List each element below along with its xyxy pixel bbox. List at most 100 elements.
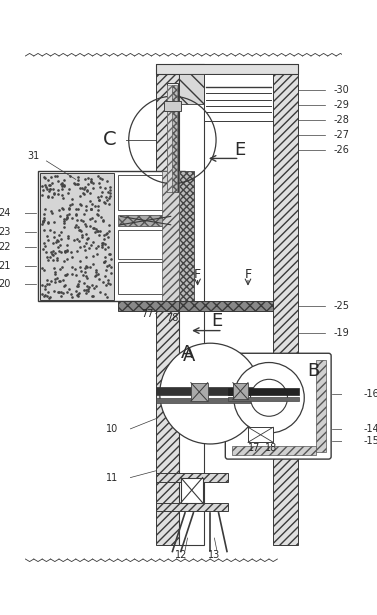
Text: A: A: [181, 344, 194, 362]
Text: 13: 13: [208, 550, 221, 560]
Text: E: E: [211, 312, 222, 330]
Bar: [179, 171, 194, 301]
Text: 24: 24: [0, 208, 10, 218]
Point: [61, 256, 67, 266]
Point: [87, 196, 93, 205]
Text: -29: -29: [334, 100, 349, 109]
Point: [83, 261, 89, 271]
Text: -14: -14: [364, 424, 377, 434]
Point: [96, 274, 102, 284]
Point: [48, 247, 54, 257]
Point: [61, 175, 67, 184]
Point: [49, 178, 55, 188]
Point: [43, 173, 49, 183]
Point: [47, 226, 53, 236]
Point: [82, 267, 88, 277]
Point: [88, 240, 94, 250]
Point: [64, 254, 70, 264]
Point: [72, 180, 78, 189]
Point: [58, 203, 64, 213]
Point: [55, 189, 61, 199]
Bar: [181, 478, 202, 503]
Point: [100, 216, 106, 226]
Point: [104, 177, 110, 186]
Point: [83, 288, 89, 298]
Point: [74, 215, 80, 225]
Point: [62, 246, 68, 256]
Point: [81, 189, 87, 199]
Point: [63, 271, 69, 280]
Point: [95, 269, 101, 279]
Bar: [248, 427, 273, 442]
Text: F: F: [194, 268, 201, 281]
Point: [90, 223, 96, 232]
Bar: [228, 387, 299, 395]
Point: [85, 284, 91, 294]
Point: [75, 289, 81, 299]
Point: [88, 204, 94, 214]
Bar: [191, 383, 208, 401]
Point: [101, 197, 107, 207]
Bar: [156, 503, 228, 511]
Point: [41, 266, 47, 276]
Point: [51, 255, 57, 265]
Point: [46, 186, 52, 196]
Point: [59, 184, 65, 194]
Point: [82, 174, 88, 184]
Point: [61, 181, 67, 191]
Point: [103, 183, 109, 193]
Point: [84, 185, 90, 195]
Point: [81, 182, 87, 192]
Point: [89, 292, 95, 301]
Point: [102, 252, 108, 262]
Point: [81, 218, 87, 228]
Point: [70, 178, 77, 188]
Point: [81, 285, 87, 295]
Point: [51, 263, 57, 272]
Point: [93, 265, 100, 275]
Point: [89, 280, 95, 290]
Point: [104, 261, 110, 271]
Point: [46, 279, 52, 289]
Point: [54, 253, 60, 263]
Point: [61, 214, 67, 224]
Point: [104, 195, 110, 205]
Point: [64, 240, 70, 250]
Point: [41, 281, 48, 291]
Point: [68, 247, 74, 257]
Point: [58, 247, 64, 257]
Bar: [118, 262, 172, 293]
Point: [108, 268, 114, 278]
Point: [41, 241, 48, 251]
Point: [59, 190, 65, 200]
Point: [65, 232, 71, 242]
Point: [61, 218, 67, 228]
Bar: [118, 175, 172, 210]
Point: [88, 204, 94, 214]
Point: [74, 290, 80, 300]
Point: [83, 285, 89, 295]
Point: [105, 242, 111, 252]
Point: [84, 186, 90, 196]
Point: [94, 209, 100, 219]
Point: [64, 269, 70, 279]
Point: [95, 171, 101, 181]
Point: [104, 228, 110, 238]
Point: [81, 184, 87, 194]
Point: [84, 281, 90, 291]
Point: [74, 179, 80, 189]
Point: [66, 209, 72, 219]
Point: [88, 174, 94, 184]
Point: [78, 266, 84, 276]
Bar: [232, 446, 316, 455]
Point: [90, 237, 96, 247]
Point: [80, 188, 86, 198]
Point: [91, 223, 97, 233]
Text: E: E: [234, 141, 245, 159]
Point: [90, 259, 96, 269]
Bar: [156, 398, 273, 403]
Point: [83, 229, 89, 239]
Point: [64, 212, 70, 222]
Bar: [167, 83, 178, 192]
Point: [101, 230, 107, 240]
